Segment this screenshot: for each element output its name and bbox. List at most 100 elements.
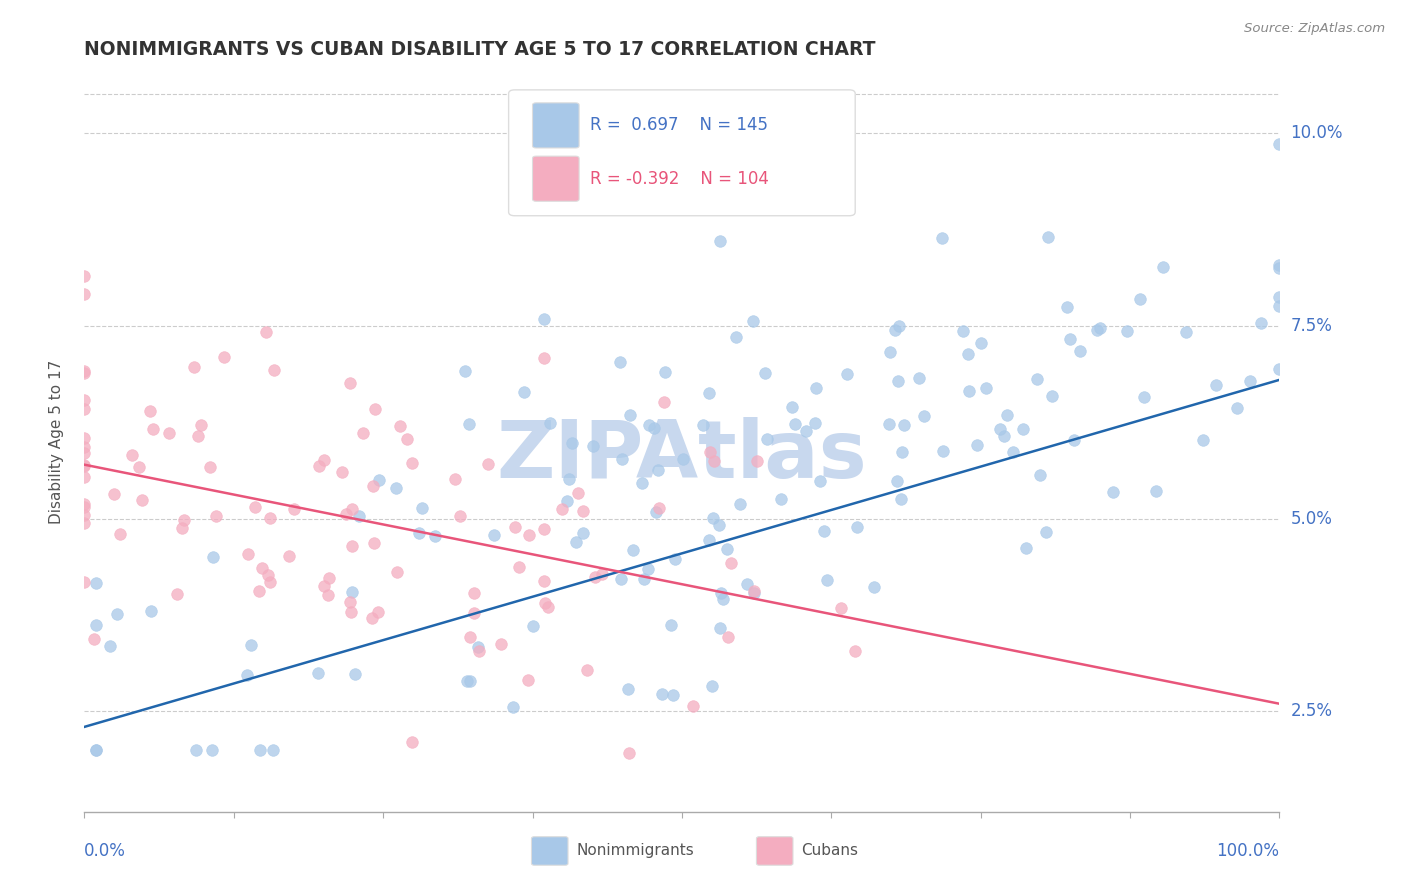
Point: [173, 513, 195, 527]
Point: [995, 408, 1018, 422]
Point: [340, 605, 363, 619]
Point: [583, 570, 606, 584]
Text: Source: ZipAtlas.com: Source: ZipAtlas.com: [1244, 22, 1385, 36]
Point: [73, 366, 96, 380]
Point: [411, 500, 433, 515]
Point: [201, 549, 224, 564]
Point: [735, 577, 758, 591]
Point: [73, 364, 96, 378]
Point: [73, 469, 96, 483]
Point: [893, 417, 915, 432]
Point: [804, 380, 827, 394]
Point: [651, 687, 673, 701]
Point: [707, 518, 730, 533]
Point: [83, 632, 105, 646]
Point: [808, 474, 831, 488]
Point: [990, 422, 1012, 436]
Point: [813, 524, 835, 538]
Text: R =  0.697    N = 145: R = 0.697 N = 145: [591, 117, 768, 135]
Point: [747, 454, 769, 468]
Point: [363, 536, 385, 550]
Point: [1239, 374, 1261, 388]
Point: [307, 666, 329, 681]
Point: [522, 619, 544, 633]
Point: [709, 234, 731, 248]
Point: [73, 287, 96, 301]
Text: 5.0%: 5.0%: [1291, 509, 1333, 528]
Point: [664, 552, 686, 566]
Point: [662, 688, 685, 702]
Point: [538, 416, 561, 430]
Point: [817, 178, 839, 192]
Point: [1059, 332, 1081, 346]
Point: [610, 572, 633, 586]
Point: [86, 618, 108, 632]
Point: [533, 522, 555, 536]
Point: [711, 592, 734, 607]
Point: [259, 575, 281, 590]
Point: [361, 611, 384, 625]
Point: [572, 504, 595, 518]
Point: [619, 746, 641, 760]
Point: [467, 640, 489, 654]
Point: [484, 527, 506, 541]
Point: [1268, 137, 1291, 152]
Point: [352, 426, 374, 441]
Text: 0.0%: 0.0%: [84, 842, 127, 860]
Point: [534, 596, 557, 610]
Point: [1029, 467, 1052, 482]
Point: [709, 621, 731, 635]
Point: [890, 491, 912, 506]
Point: [516, 673, 538, 687]
Point: [73, 431, 96, 445]
Point: [1132, 390, 1154, 404]
Point: [830, 601, 852, 615]
Point: [477, 457, 499, 471]
Point: [1268, 361, 1291, 376]
Point: [456, 674, 478, 689]
Point: [73, 268, 96, 283]
Point: [385, 481, 408, 495]
Point: [969, 336, 991, 351]
Point: [245, 500, 267, 514]
Point: [463, 606, 485, 620]
Point: [879, 344, 901, 359]
Point: [804, 417, 827, 431]
Point: [247, 583, 270, 598]
Point: [343, 667, 366, 681]
Point: [631, 475, 654, 490]
Point: [366, 605, 388, 619]
Point: [342, 501, 364, 516]
Point: [710, 586, 733, 600]
Point: [1035, 525, 1057, 540]
Point: [1152, 260, 1174, 274]
Point: [240, 638, 263, 652]
Point: [1011, 422, 1033, 436]
Point: [347, 509, 370, 524]
Point: [238, 547, 260, 561]
Point: [780, 400, 803, 414]
Point: [974, 381, 997, 395]
Point: [363, 479, 385, 493]
Point: [845, 519, 868, 533]
Point: [408, 525, 430, 540]
Point: [561, 436, 583, 450]
Point: [131, 492, 153, 507]
Point: [1038, 230, 1060, 244]
Text: 100.0%: 100.0%: [1216, 842, 1279, 860]
Point: [551, 501, 574, 516]
Text: Cubans: Cubans: [801, 844, 859, 858]
Point: [105, 607, 128, 621]
Point: [1268, 299, 1291, 313]
Point: [73, 458, 96, 473]
Point: [1268, 260, 1291, 275]
Point: [533, 574, 555, 588]
Point: [591, 566, 613, 581]
Point: [702, 680, 724, 694]
Point: [491, 637, 513, 651]
Point: [73, 516, 96, 530]
Point: [121, 448, 143, 462]
Point: [932, 443, 955, 458]
Point: [139, 604, 162, 618]
Point: [931, 231, 953, 245]
